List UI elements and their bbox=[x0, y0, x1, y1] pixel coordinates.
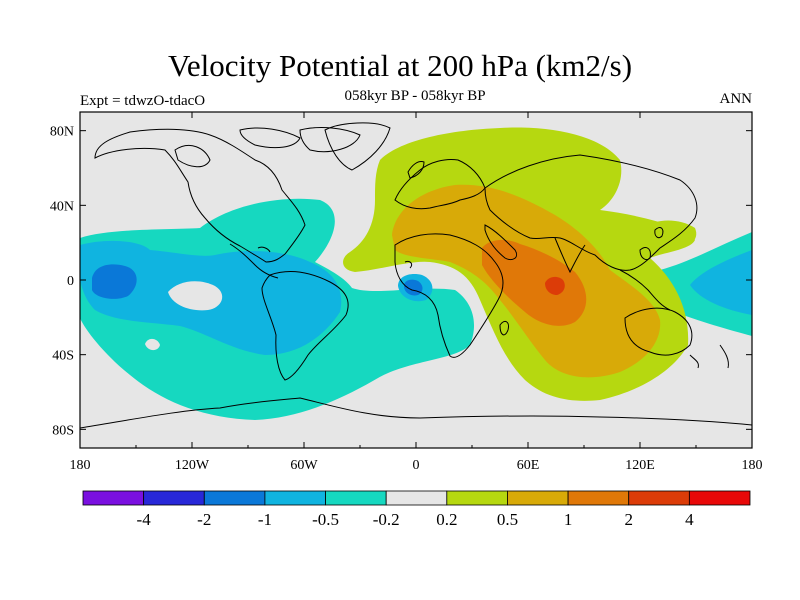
colorbar-swatch bbox=[264, 490, 326, 506]
contour-neg-1-pacific bbox=[92, 264, 137, 299]
y-tick-label: 0 bbox=[67, 274, 74, 289]
colorbar-swatch bbox=[82, 490, 145, 506]
y-tick-label: 40N bbox=[50, 199, 74, 214]
colorbar: -4 -2 -1 -0.5 -0.2 0.2 0.5 1 2 4 bbox=[82, 490, 751, 529]
colorbar-label: 1 bbox=[564, 510, 573, 529]
colorbar-label: -0.5 bbox=[312, 510, 339, 529]
colorbar-label: 0.2 bbox=[436, 510, 457, 529]
plot-subtitle: 058kyr BP - 058kyr BP bbox=[344, 88, 486, 104]
coastlines bbox=[80, 122, 752, 429]
x-tick-label: 120E bbox=[625, 458, 655, 473]
colorbar-label: 4 bbox=[685, 510, 694, 529]
y-tick-label: 80S bbox=[52, 423, 74, 438]
y-axis: 80N 40N 0 40S 80S bbox=[50, 125, 752, 438]
colorbar-label: -0.2 bbox=[373, 510, 400, 529]
y-tick-label: 80N bbox=[50, 125, 74, 140]
colorbar-swatch bbox=[628, 490, 690, 506]
colorbar-swatch bbox=[446, 490, 508, 506]
colorbar-label: -2 bbox=[197, 510, 211, 529]
x-tick-label: 120W bbox=[175, 458, 210, 473]
colorbar-swatch bbox=[688, 490, 751, 506]
neutral-hole-pacific bbox=[168, 281, 223, 311]
colorbar-swatch bbox=[143, 490, 205, 506]
colorbar-label: -1 bbox=[258, 510, 272, 529]
contour-pos-2 bbox=[545, 276, 565, 295]
neutral-hole-south-pacific bbox=[145, 338, 160, 351]
y-tick-label: 40S bbox=[52, 349, 74, 364]
contour-pos-1 bbox=[482, 239, 587, 326]
colorbar-swatch bbox=[325, 490, 387, 506]
colorbar-swatch bbox=[567, 490, 630, 506]
colorbar-swatch bbox=[507, 490, 569, 506]
plot-title: Velocity Potential at 200 hPa (km2/s) bbox=[167, 48, 633, 83]
x-tick-label: 0 bbox=[413, 458, 420, 473]
colorbar-swatch bbox=[203, 490, 266, 506]
contour-fields bbox=[80, 112, 752, 448]
x-axis: 180 120W 60W 0 60E 120E 180 bbox=[70, 112, 763, 473]
colorbar-label: -4 bbox=[137, 510, 152, 529]
contour-neg-0-5-westpac bbox=[690, 250, 752, 315]
x-tick-label: 180 bbox=[742, 458, 763, 473]
experiment-label: Expt = tdwzO-tdacO bbox=[80, 93, 206, 109]
x-tick-label: 60E bbox=[517, 458, 540, 473]
colorbar-swatch bbox=[385, 490, 448, 506]
x-tick-label: 180 bbox=[70, 458, 91, 473]
colorbar-label: 0.5 bbox=[497, 510, 518, 529]
x-tick-label: 60W bbox=[290, 458, 318, 473]
colorbar-label: 2 bbox=[624, 510, 633, 529]
season-label: ANN bbox=[719, 91, 753, 107]
